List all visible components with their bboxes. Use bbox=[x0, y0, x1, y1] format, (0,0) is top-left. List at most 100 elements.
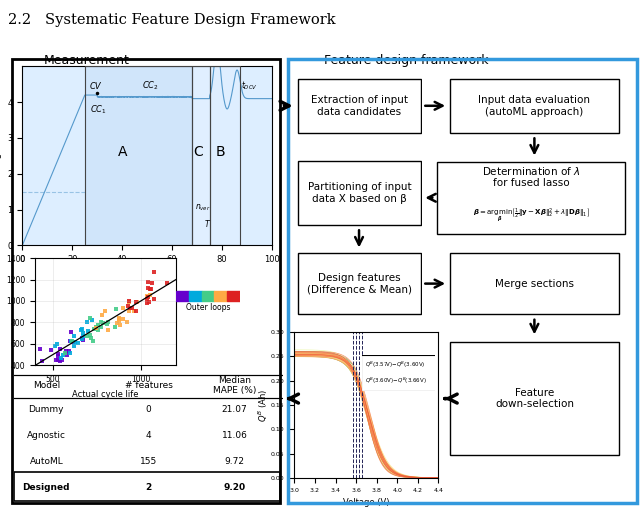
Bar bbox=[210, 66, 239, 245]
Point bbox=[111, 305, 121, 313]
Text: A: A bbox=[118, 145, 127, 159]
Point bbox=[96, 318, 106, 327]
Point bbox=[55, 357, 65, 365]
Point bbox=[142, 299, 152, 307]
Point bbox=[78, 329, 88, 337]
Point bbox=[76, 326, 86, 334]
Point bbox=[125, 304, 135, 312]
X-axis label: Actual cycle life: Actual cycle life bbox=[72, 390, 139, 399]
Text: Feature design framework: Feature design framework bbox=[324, 54, 489, 66]
Text: T: T bbox=[205, 220, 209, 229]
Point bbox=[143, 298, 154, 306]
Point bbox=[68, 332, 79, 340]
Point bbox=[50, 342, 60, 351]
Point bbox=[70, 338, 81, 346]
Text: Median
MAPE (%): Median MAPE (%) bbox=[213, 376, 256, 395]
Bar bbox=[202, 291, 214, 301]
Point bbox=[58, 351, 68, 359]
Point bbox=[66, 328, 76, 336]
Bar bbox=[14, 472, 280, 501]
Point bbox=[143, 278, 153, 287]
Point bbox=[52, 356, 63, 364]
Text: $\boldsymbol{\beta} = \underset{\boldsymbol{\beta}}{\mathrm{argmin}}\left[\frac{: $\boldsymbol{\beta} = \underset{\boldsym… bbox=[473, 206, 589, 225]
Point bbox=[115, 321, 125, 329]
Text: Extraction of input
data candidates: Extraction of input data candidates bbox=[311, 95, 408, 117]
Text: Partitioning of input
data X based on β: Partitioning of input data X based on β bbox=[308, 182, 411, 204]
Point bbox=[97, 311, 108, 319]
Bar bbox=[84, 66, 192, 245]
Text: $CC_2$: $CC_2$ bbox=[142, 80, 159, 92]
Point bbox=[146, 285, 156, 293]
Bar bbox=[214, 291, 227, 301]
Text: # features: # features bbox=[125, 381, 172, 390]
Text: 9.20: 9.20 bbox=[223, 482, 246, 492]
FancyBboxPatch shape bbox=[298, 79, 420, 133]
Point bbox=[103, 326, 113, 334]
Text: 9.72: 9.72 bbox=[225, 457, 244, 466]
Point bbox=[143, 284, 153, 292]
Bar bbox=[192, 66, 210, 245]
Point bbox=[114, 315, 124, 323]
Text: 0: 0 bbox=[146, 405, 151, 414]
Text: C: C bbox=[193, 145, 204, 159]
Point bbox=[85, 331, 95, 339]
Point bbox=[65, 347, 75, 355]
Point bbox=[91, 323, 101, 332]
FancyBboxPatch shape bbox=[450, 253, 619, 314]
Bar bbox=[84, 66, 192, 245]
Point bbox=[56, 354, 66, 362]
Point bbox=[127, 304, 138, 312]
Point bbox=[61, 347, 72, 355]
Point bbox=[52, 352, 63, 360]
Point bbox=[102, 320, 112, 328]
Text: Model: Model bbox=[33, 381, 60, 390]
Point bbox=[149, 295, 159, 303]
Point bbox=[114, 317, 124, 325]
X-axis label: Test time (h): Test time (h) bbox=[119, 270, 175, 278]
Text: $n_{ver}$: $n_{ver}$ bbox=[195, 202, 211, 213]
Point bbox=[92, 323, 102, 332]
Point bbox=[110, 323, 120, 332]
Point bbox=[132, 297, 142, 306]
Point bbox=[67, 337, 77, 345]
Y-axis label: Voltage (V): Voltage (V) bbox=[0, 131, 2, 181]
Point bbox=[149, 268, 159, 276]
Point bbox=[141, 292, 152, 300]
Point bbox=[77, 335, 87, 343]
Point bbox=[37, 357, 47, 365]
Point bbox=[52, 340, 63, 349]
Bar bbox=[192, 66, 210, 245]
FancyBboxPatch shape bbox=[361, 355, 436, 391]
Y-axis label: $Q^B$ (Ah): $Q^B$ (Ah) bbox=[256, 388, 269, 422]
Point bbox=[46, 345, 56, 354]
Point bbox=[86, 334, 96, 342]
Point bbox=[89, 326, 99, 334]
Point bbox=[100, 307, 111, 315]
Text: 155: 155 bbox=[140, 457, 157, 466]
FancyBboxPatch shape bbox=[450, 79, 619, 133]
Point bbox=[145, 285, 156, 293]
Point bbox=[123, 301, 133, 310]
Point bbox=[131, 307, 141, 315]
Text: $t_{DCV}$: $t_{DCV}$ bbox=[241, 80, 258, 92]
Text: $CC_1$: $CC_1$ bbox=[90, 104, 107, 117]
FancyBboxPatch shape bbox=[298, 253, 420, 314]
Text: Designed: Designed bbox=[22, 482, 70, 492]
Text: CV: CV bbox=[90, 82, 101, 90]
Text: Merge sections: Merge sections bbox=[495, 278, 574, 289]
Point bbox=[162, 278, 172, 287]
Text: Outer loops: Outer loops bbox=[186, 303, 230, 312]
Bar bbox=[210, 66, 239, 245]
Point bbox=[77, 336, 88, 344]
Point bbox=[55, 345, 65, 354]
Text: $Q^B$(3.60V)$-Q^B$(3.66V): $Q^B$(3.60V)$-Q^B$(3.66V) bbox=[365, 376, 427, 386]
Text: Determination of $\lambda$
for fused lasso: Determination of $\lambda$ for fused las… bbox=[482, 165, 580, 189]
Point bbox=[147, 279, 157, 287]
Point bbox=[51, 356, 61, 364]
Point bbox=[118, 304, 129, 312]
Bar bbox=[227, 291, 240, 301]
Point bbox=[35, 344, 45, 353]
Text: B: B bbox=[216, 145, 226, 159]
Point bbox=[124, 298, 134, 306]
Point bbox=[85, 314, 95, 322]
